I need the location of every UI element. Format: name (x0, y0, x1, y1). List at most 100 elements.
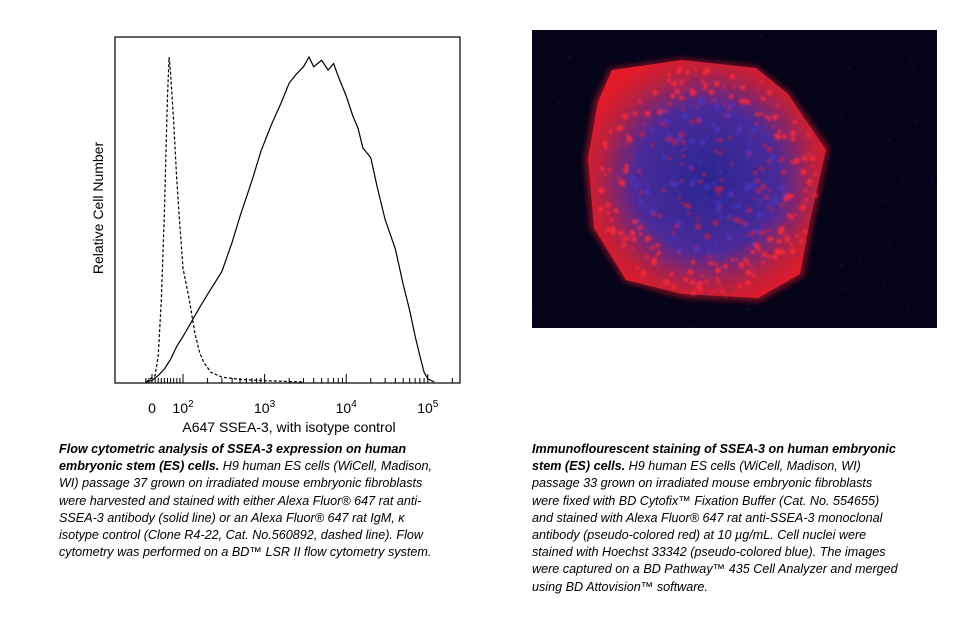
stain-speckle (667, 156, 672, 161)
background-nucleus (794, 143, 797, 146)
stain-speckles (532, 34, 933, 328)
stain-speckle (671, 81, 678, 87)
stain-speckle (629, 230, 636, 236)
stain-speckle (722, 102, 726, 106)
stain-speckle (717, 185, 724, 192)
stain-speckle (669, 271, 674, 277)
stain-speckle (730, 248, 734, 251)
stain-speckle (723, 70, 726, 73)
stain-speckle (649, 128, 654, 132)
stain-speckle (743, 185, 749, 191)
background-nucleus (882, 284, 885, 287)
stain-speckle (723, 84, 726, 88)
stain-speckle (690, 290, 696, 296)
stain-speckle (767, 236, 774, 243)
stain-speckle (693, 177, 697, 181)
stain-speckle (719, 178, 722, 181)
stain-speckle (694, 117, 702, 124)
stain-speckle (767, 205, 770, 209)
stain-speckle (750, 265, 753, 267)
background-nucleus (690, 326, 693, 328)
stain-speckle (794, 157, 801, 164)
stain-speckle (736, 203, 742, 209)
stain-speckle (703, 85, 708, 91)
stain-speckle (714, 262, 718, 267)
stain-speckle (762, 143, 767, 148)
background-nucleus (561, 278, 564, 282)
stain-speckle (599, 214, 603, 217)
stain-speckle (682, 112, 688, 119)
stain-speckle (728, 94, 734, 99)
stain-speckle (801, 155, 808, 162)
background-nucleus (694, 78, 697, 81)
stain-speckle (731, 166, 734, 169)
stain-speckle (680, 139, 686, 145)
stain-speckle (650, 142, 655, 147)
stain-speckle (714, 149, 719, 154)
stain-speckle (717, 162, 720, 165)
plot-frame (114, 36, 461, 384)
stain-speckle (621, 242, 627, 248)
x-tick-label: 102 (172, 399, 194, 416)
stain-speckle (608, 129, 613, 134)
stain-speckle (708, 89, 715, 95)
stain-speckle (697, 96, 704, 103)
stain-speckle (783, 195, 789, 202)
background-nucleus (619, 150, 623, 153)
background-nucleus (706, 95, 709, 98)
stain-speckle (807, 152, 810, 156)
stain-speckle (792, 120, 798, 125)
stain-speckle (599, 166, 605, 172)
stain-speckle (610, 229, 616, 235)
stain-speckle (667, 136, 674, 142)
stain-speckle (689, 279, 696, 285)
stain-speckle (698, 179, 703, 185)
stain-speckle (634, 220, 638, 224)
stain-speckle (685, 70, 690, 75)
stain-speckle (752, 170, 758, 176)
stain-speckle (742, 210, 746, 213)
background-nucleus (840, 264, 843, 267)
stain-speckle (766, 146, 773, 153)
stain-speckle (666, 132, 671, 137)
stain-speckle (761, 251, 767, 257)
isotype-control-curve (145, 56, 304, 383)
stain-speckle (738, 262, 745, 269)
stain-speckle (629, 176, 636, 182)
background-nucleus (846, 77, 850, 80)
stain-speckle (755, 112, 760, 117)
stain-speckle (653, 201, 656, 204)
stain-speckle (752, 196, 756, 200)
stain-speckle (663, 118, 670, 124)
stain-speckle (760, 112, 764, 116)
x-axis-major-ticks (151, 374, 429, 383)
stain-speckle (710, 290, 713, 293)
stain-speckle (639, 131, 646, 138)
stain-speckle (656, 251, 661, 256)
stain-speckle (661, 188, 666, 193)
stain-speckle (630, 156, 634, 160)
stain-speckle (635, 182, 640, 186)
stain-speckle (712, 99, 717, 104)
stain-speckle (625, 142, 629, 146)
stain-speckle (769, 167, 772, 170)
stain-speckle (733, 216, 739, 223)
stain-speckle (674, 223, 680, 229)
background-nucleus (911, 65, 915, 69)
stain-speckle (681, 148, 685, 152)
stain-speckle (779, 156, 785, 162)
stain-speckle (712, 219, 719, 226)
stain-speckle (652, 89, 658, 96)
stain-speckle (706, 135, 710, 138)
stain-speckle (776, 238, 782, 244)
stain-speckle (689, 87, 694, 92)
background-nucleus (905, 308, 909, 312)
stain-speckle (729, 238, 732, 241)
stain-speckle (789, 248, 796, 255)
stain-speckle (634, 165, 637, 169)
stain-speckle (780, 169, 787, 176)
stain-speckle (799, 204, 806, 211)
background-nucleus (637, 57, 640, 60)
stain-speckle (676, 157, 679, 160)
stain-speckle (715, 199, 722, 207)
